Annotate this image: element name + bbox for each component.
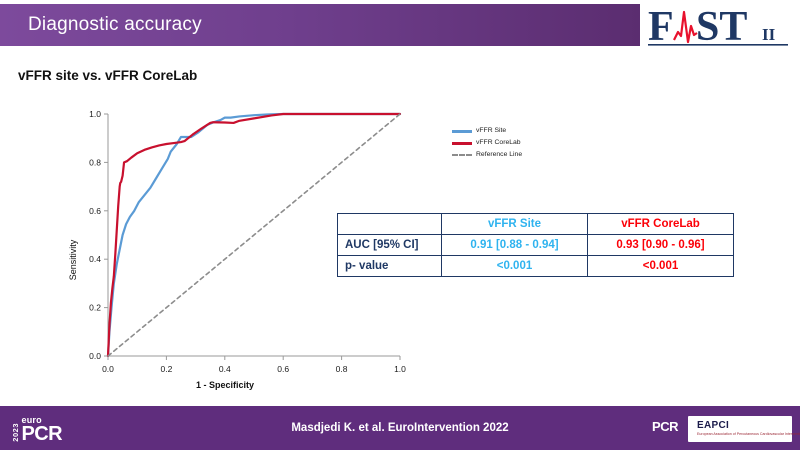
header-bar [0, 4, 640, 46]
europcr-pcr-text: PCR [21, 422, 63, 445]
y-tick-label: 0.2 [89, 303, 101, 313]
footer-citation: Masdjedi K. et al. EuroIntervention 2022 [291, 422, 509, 434]
y-tick-label: 0.8 [89, 157, 101, 167]
y-tick-label: 1.0 [89, 109, 101, 119]
fast-ii-logo: F ST II [644, 2, 792, 50]
footer-bar: Masdjedi K. et al. EuroIntervention 2022… [0, 406, 800, 450]
legend-swatch-reference [452, 154, 472, 156]
eapci-logo: EAPCI European Association of Percutaneo… [688, 416, 800, 442]
y-tick-label: 0.4 [89, 254, 101, 264]
table-col-header-site: vFFR Site [441, 213, 588, 235]
table-cell-pvalue-corelab: <0.001 [587, 255, 734, 277]
roc-curve-vffr-corelab [106, 112, 402, 358]
y-tick-label: 0.6 [89, 206, 101, 216]
table-row-label-auc: AUC [95% CI] [337, 234, 442, 256]
legend-item-reference: Reference Line [452, 150, 572, 160]
x-tick-label: 1.0 [394, 364, 406, 374]
x-tick-label: 0.2 [160, 364, 172, 374]
y-axis-label: Sensitivity [68, 239, 78, 280]
section-subtitle: vFFR site vs. vFFR CoreLab [18, 68, 198, 83]
roc-curve-reference-line [107, 113, 401, 357]
europcr-logo: 2023 euro PCR [11, 413, 63, 445]
table-cell-pvalue-site: <0.001 [441, 255, 588, 277]
legend-swatch-corelab [452, 141, 472, 145]
legend-label-corelab: vFFR CoreLab [476, 138, 521, 146]
table-cell-auc-site: 0.91 [0.88 - 0.94] [441, 234, 588, 256]
eapci-subtitle: European Association of Percutaneous Car… [697, 432, 800, 437]
x-tick-label: 0.0 [102, 364, 114, 374]
table-cell-auc-corelab: 0.93 [0.90 - 0.96] [587, 234, 734, 256]
y-tick-label: 0.0 [89, 351, 101, 361]
europcr-euro-text: euro [21, 414, 42, 425]
legend-label-reference: Reference Line [476, 150, 523, 158]
legend-item-corelab: vFFR CoreLab [452, 138, 572, 148]
legend-swatch-site [452, 129, 472, 133]
pcr-badge: PCR [652, 419, 678, 434]
table-corner-cell [337, 213, 442, 235]
table-row: p- value <0.001 <0.001 [337, 255, 734, 277]
table-row: AUC [95% CI] 0.91 [0.88 - 0.94] 0.93 [0.… [337, 234, 734, 256]
table-header-row: vFFR Site vFFR CoreLab [337, 213, 734, 235]
auc-results-table: vFFR Site vFFR CoreLab AUC [95% CI] 0.91… [337, 213, 734, 277]
svg-text:II: II [762, 25, 776, 44]
x-tick-label: 0.6 [277, 364, 289, 374]
europcr-year: 2023 [11, 423, 20, 442]
legend-label-site: vFFR Site [476, 126, 507, 134]
table-row-label-pvalue: p- value [337, 255, 442, 277]
chart-legend: vFFR Site vFFR CoreLab Reference Line [452, 126, 572, 162]
page-title: Diagnostic accuracy [28, 14, 202, 35]
eapci-name: EAPCI [697, 420, 730, 432]
roc-curve-vffr-site [106, 112, 402, 358]
legend-item-site: vFFR Site [452, 126, 572, 136]
x-axis-label: 1 - Specificity [196, 380, 254, 390]
roc-chart: 0.0 0.2 0.4 0.6 0.8 1.0 0.0 0.2 0.4 0.6 0.8 1.0 Sen… [60, 100, 410, 400]
table-col-header-corelab: vFFR CoreLab [587, 213, 734, 235]
svg-text:ST: ST [696, 4, 747, 50]
svg-text:F: F [648, 4, 674, 50]
x-tick-label: 0.8 [336, 364, 348, 374]
x-tick-label: 0.4 [219, 364, 231, 374]
